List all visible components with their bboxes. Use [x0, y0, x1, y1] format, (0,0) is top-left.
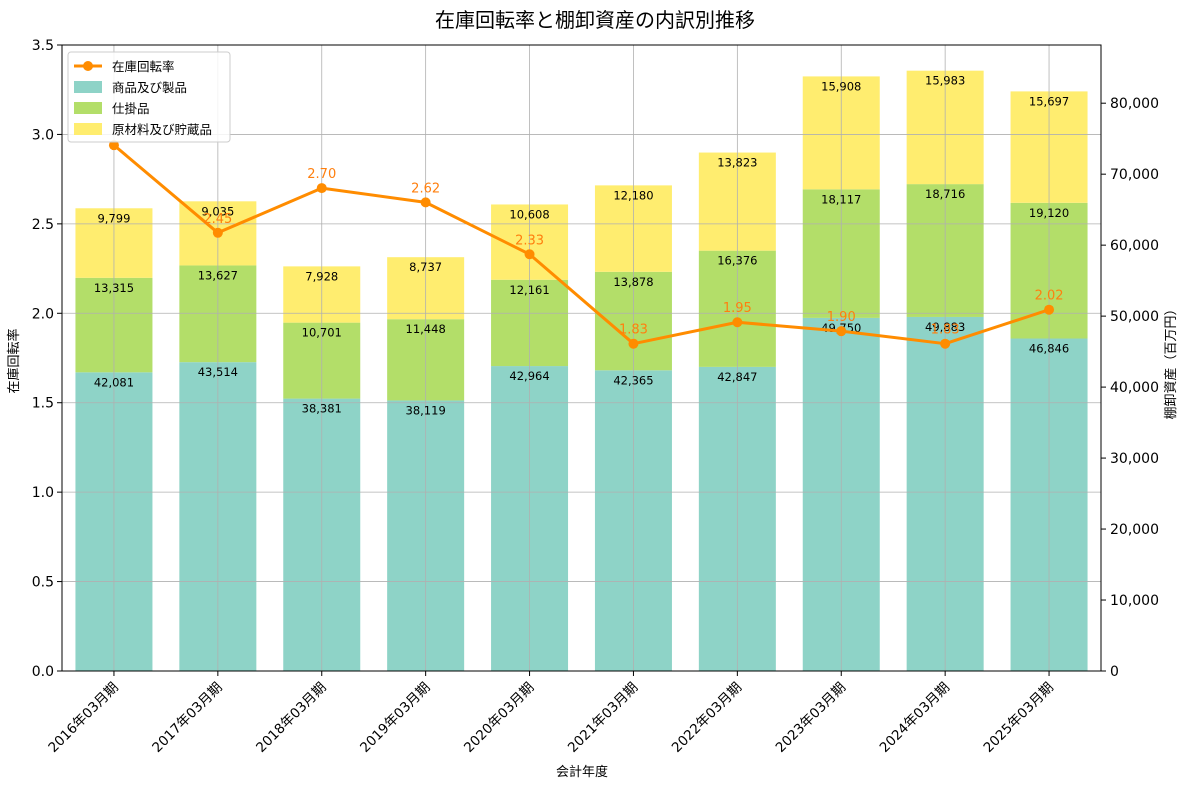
legend-box — [67, 51, 231, 143]
bar-value-label: 43,514 — [198, 365, 238, 379]
bar-value-label: 49,883 — [925, 320, 965, 334]
x-tick-label: 2019年03月期 — [357, 680, 433, 756]
chart-title: 在庫回転率と棚卸資産の内訳別推移 — [435, 8, 755, 32]
y-right-tick-label: 30,000 — [1110, 451, 1159, 467]
bar-value-label: 9,799 — [97, 211, 130, 225]
turnover-point — [732, 317, 743, 328]
legend-label: 在庫回転率 — [112, 59, 175, 74]
turnover-value-label: 1.83 — [931, 323, 960, 338]
bar-value-label: 10,608 — [509, 207, 549, 221]
y-left-tick-label: 1.0 — [32, 485, 54, 501]
bar-value-label: 16,376 — [717, 254, 757, 268]
bar-value-label: 12,161 — [509, 283, 549, 297]
turnover-point — [1044, 304, 1055, 315]
bar-value-label: 10,701 — [302, 326, 342, 340]
bar-value-label: 42,081 — [94, 375, 134, 389]
bar-value-label: 7,928 — [305, 269, 338, 283]
y-right-tick-label: 70,000 — [1110, 167, 1159, 183]
y-left-tick-label: 2.0 — [32, 306, 54, 322]
turnover-point — [940, 338, 951, 349]
bar-value-label: 13,315 — [94, 281, 134, 295]
bar-value-label: 13,823 — [717, 156, 757, 170]
bar-value-label: 38,381 — [302, 402, 342, 416]
y-right-tick-label: 10,000 — [1110, 593, 1159, 609]
x-tick-label: 2020年03月期 — [461, 680, 537, 756]
bar-value-label: 42,365 — [613, 373, 653, 387]
y-right-tick-label: 0 — [1110, 664, 1119, 680]
bar-value-label: 8,737 — [409, 260, 442, 274]
bar-value-label: 18,117 — [821, 192, 861, 206]
turnover-value-label: 2.33 — [515, 233, 544, 248]
legend-label: 原材料及び貯蔵品 — [112, 122, 212, 137]
y-right-tick-label: 60,000 — [1110, 238, 1159, 254]
y-left-tick-label: 3.5 — [32, 38, 54, 54]
turnover-value-label: 1.95 — [723, 301, 752, 316]
turnover-point — [524, 249, 535, 260]
x-tick-label: 2023年03月期 — [773, 680, 849, 756]
turnover-value-label: 2.02 — [1035, 289, 1064, 304]
bar-value-label: 42,847 — [717, 370, 757, 384]
turnover-point — [212, 227, 223, 238]
y-right-tick-label: 80,000 — [1110, 96, 1159, 112]
x-tick-label: 2022年03月期 — [669, 680, 745, 756]
bar-value-label: 11,448 — [406, 322, 446, 336]
turnover-value-label: 2.62 — [411, 181, 440, 196]
grid — [62, 44, 1101, 672]
turnover-value-label: 1.83 — [619, 323, 648, 338]
turnover-value-label: 2.45 — [203, 212, 232, 227]
legend-label: 仕掛品 — [112, 101, 150, 116]
x-axis-label: 会計年度 — [556, 764, 608, 780]
turnover-point — [316, 183, 327, 194]
bar-value-label: 46,846 — [1029, 342, 1069, 356]
bar-value-label: 18,716 — [925, 187, 965, 201]
y-left-tick-label: 3.0 — [32, 127, 54, 143]
y-left-tick-label: 0.0 — [32, 664, 54, 680]
bar-labels: 42,081 13,315 9,799 43,514 13,627 9,035 38,381… — [94, 74, 1069, 418]
turnover-point — [836, 326, 847, 337]
bar-value-label: 12,180 — [613, 188, 653, 202]
bar-value-label: 15,697 — [1029, 94, 1069, 108]
legend-bar-swatch — [74, 81, 102, 93]
turnover-value-label: 2.70 — [307, 167, 336, 182]
bar-value-label: 13,627 — [198, 268, 238, 282]
y-left-tick-label: 0.5 — [32, 575, 54, 591]
y-right-tick-label: 50,000 — [1110, 309, 1159, 325]
bar-value-label: 13,878 — [613, 275, 653, 289]
bar-value-label: 19,120 — [1029, 206, 1069, 220]
turnover-value-label: 1.90 — [827, 310, 856, 325]
bar-value-label: 38,119 — [406, 403, 446, 417]
x-tick-label: 2024年03月期 — [877, 680, 953, 756]
y-right-tick-label: 40,000 — [1110, 380, 1159, 396]
x-tick-label: 2017年03月期 — [149, 680, 225, 756]
turnover-point — [420, 197, 431, 208]
x-tick-label: 2018年03月期 — [253, 680, 329, 756]
x-tick-label: 2025年03月期 — [980, 680, 1056, 756]
y-left-tick-label: 2.5 — [32, 217, 54, 233]
legend-bar-swatch — [74, 102, 102, 114]
y-axis-left-label: 在庫回転率 — [6, 328, 22, 393]
y-left-tick-label: 1.5 — [32, 396, 54, 412]
y-axis-right-label: 棚卸資産（百万円） — [1163, 302, 1179, 419]
turnover-line-path — [112, 144, 1050, 346]
turnover-point — [628, 338, 639, 349]
plot-frame — [61, 44, 1102, 672]
bar-value-label: 9,035 — [201, 204, 234, 218]
legend-marker — [83, 61, 93, 71]
legend-bar-swatch — [74, 123, 102, 135]
bar-value-label: 42,964 — [509, 369, 549, 383]
turnover-point — [108, 140, 119, 151]
bar-value-label: 15,983 — [925, 74, 965, 88]
y-right-tick-label: 20,000 — [1110, 522, 1159, 538]
legend-label: 商品及び製品 — [112, 80, 187, 95]
bar-value-label: 15,908 — [821, 79, 861, 93]
x-tick-label: 2021年03月期 — [565, 680, 641, 756]
x-tick-label: 2016年03月期 — [45, 680, 121, 756]
turnover-line: 2.45 2.70 2.62 2.33 1.83 1.95 1.90 1.83 2.02 — [108, 140, 1064, 349]
